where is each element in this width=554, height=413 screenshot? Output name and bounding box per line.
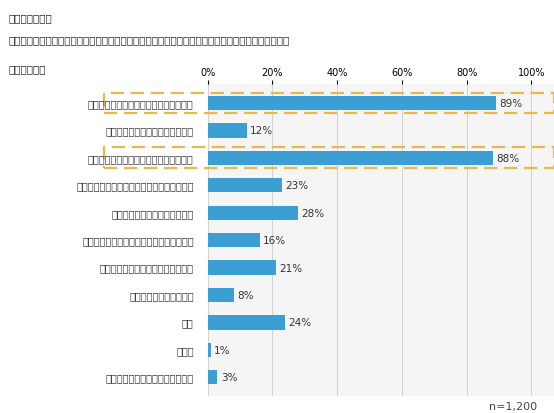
Text: （対象：全員）: （対象：全員） (8, 13, 52, 23)
Text: 保健医療（医療費、医薬品の購入費など）: 保健医療（医療費、医薬品の購入費など） (82, 235, 194, 246)
Text: 住居（家賃、リフォーム代など）: 住居（家賃、リフォーム代など） (106, 126, 194, 136)
Bar (208, 370, 218, 385)
Bar (208, 172, 554, 199)
Bar (208, 152, 493, 166)
Bar (208, 199, 554, 227)
Bar (104, 148, 554, 169)
Bar (208, 233, 259, 248)
Bar (208, 336, 554, 364)
Text: 16%: 16% (263, 235, 286, 246)
Text: 交通・通信（交通費、通信費など）: 交通・通信（交通費、通信費など） (100, 263, 194, 273)
Bar (208, 261, 276, 275)
Text: 21%: 21% (279, 263, 302, 273)
Text: 24%: 24% (289, 318, 312, 328)
Text: その他: その他 (176, 345, 194, 355)
Bar (208, 254, 554, 282)
Text: あなたご自身の実感として、１年前と比べて、価格が上昇した物・サービスを全てお選びください。: あなたご自身の実感として、１年前と比べて、価格が上昇した物・サービスを全てお選び… (8, 35, 290, 45)
Bar (208, 97, 496, 111)
Bar (208, 227, 554, 254)
Bar (208, 309, 554, 336)
Bar (208, 343, 211, 357)
Text: 3%: 3% (220, 373, 237, 382)
Bar (104, 93, 554, 114)
Text: 光熱・水道（電気・ガス・水道代など）: 光熱・水道（電気・ガス・水道代など） (88, 154, 194, 164)
Text: 被服および履物（洋服代など）: 被服および履物（洋服代など） (111, 208, 194, 218)
Bar (208, 90, 554, 117)
Text: 89%: 89% (499, 99, 522, 109)
Text: 8%: 8% (237, 290, 253, 300)
Bar (208, 316, 285, 330)
Text: 食料（食材・酒類購入費、外食費など）: 食料（食材・酒類購入費、外食費など） (88, 99, 194, 109)
Bar (208, 206, 299, 220)
Text: （複数回答）: （複数回答） (8, 64, 46, 74)
Bar (208, 117, 554, 145)
Bar (208, 288, 234, 302)
Bar (208, 179, 282, 193)
Text: 12%: 12% (250, 126, 273, 136)
Text: 28%: 28% (301, 208, 325, 218)
Text: 家具・家事用品（家具・家電の購入費など）: 家具・家事用品（家具・家電の購入費など） (76, 181, 194, 191)
Text: 値上がりした物・サービスはない: 値上がりした物・サービスはない (106, 373, 194, 382)
Bar (208, 145, 554, 172)
Text: n=1,200: n=1,200 (489, 401, 537, 411)
Text: 88%: 88% (496, 154, 519, 164)
Bar (208, 282, 554, 309)
Text: 1%: 1% (214, 345, 230, 355)
Text: 23%: 23% (285, 181, 309, 191)
Text: 娯楽: 娯楽 (182, 318, 194, 328)
Text: 教育教養（授業料など）: 教育教養（授業料など） (129, 290, 194, 300)
Bar (208, 364, 554, 391)
Bar (208, 124, 247, 138)
